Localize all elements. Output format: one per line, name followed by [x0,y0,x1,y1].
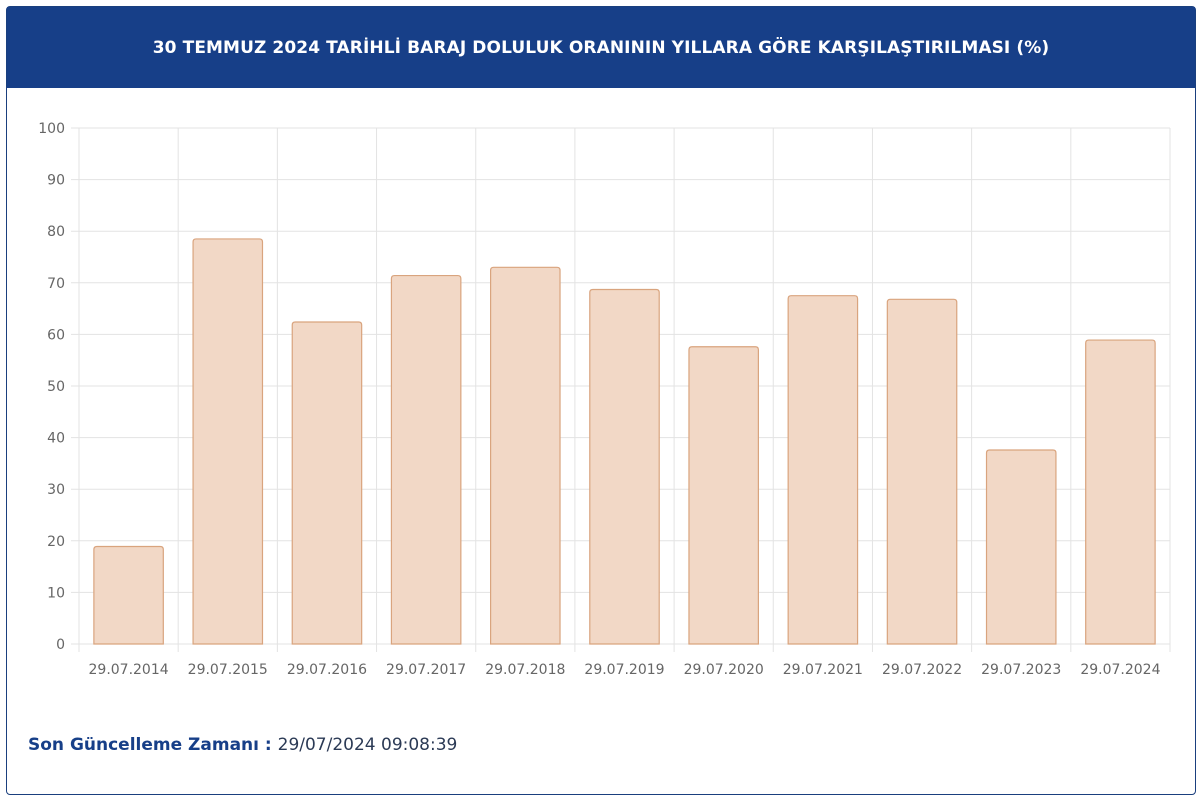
y-tick-label: 60 [47,327,65,343]
x-tick-label: 29.07.2014 [89,662,169,678]
y-tick-label: 40 [47,431,65,447]
x-tick-label: 29.07.2019 [584,662,664,678]
y-tick-label: 100 [38,121,65,137]
x-tick-label: 29.07.2015 [188,662,268,678]
y-tick-label: 90 [47,173,65,189]
bar [1085,339,1156,645]
chart-title: 30 TEMMUZ 2024 TARİHLİ BARAJ DOLULUK ORA… [152,37,1050,58]
bar [787,295,859,645]
bar [490,266,561,645]
x-tick-label: 29.07.2018 [485,662,565,678]
bar [589,288,660,645]
x-tick-label: 29.07.2021 [783,662,863,678]
x-tick-label: 29.07.2023 [981,662,1061,678]
last-update: Son Güncelleme Zamanı : 29/07/2024 09:08… [28,734,457,756]
bar [985,449,1057,645]
y-tick-label: 80 [47,224,65,240]
y-tick-label: 0 [56,637,65,653]
bar [93,545,164,645]
x-tick-label: 29.07.2017 [386,662,466,678]
y-tick-label: 10 [47,585,65,601]
x-tick-label: 29.07.2020 [684,662,764,678]
y-tick-label: 70 [47,276,65,292]
x-tick-label: 29.07.2016 [287,662,367,678]
bar [291,321,363,645]
bar [390,274,462,645]
x-tick-label: 29.07.2022 [882,662,962,678]
chart-header: 30 TEMMUZ 2024 TARİHLİ BARAJ DOLULUK ORA… [7,7,1195,88]
x-tick-label: 29.07.2024 [1080,662,1160,678]
last-update-separator: : [258,735,278,755]
last-update-value: 29/07/2024 09:08:39 [277,735,458,755]
bar [192,238,264,645]
last-update-label: Son Güncelleme Zamanı [28,735,259,755]
y-tick-label: 20 [47,534,65,550]
bar [886,298,958,645]
bar [688,346,759,645]
y-tick-label: 30 [47,482,65,498]
y-tick-label: 50 [47,379,65,395]
